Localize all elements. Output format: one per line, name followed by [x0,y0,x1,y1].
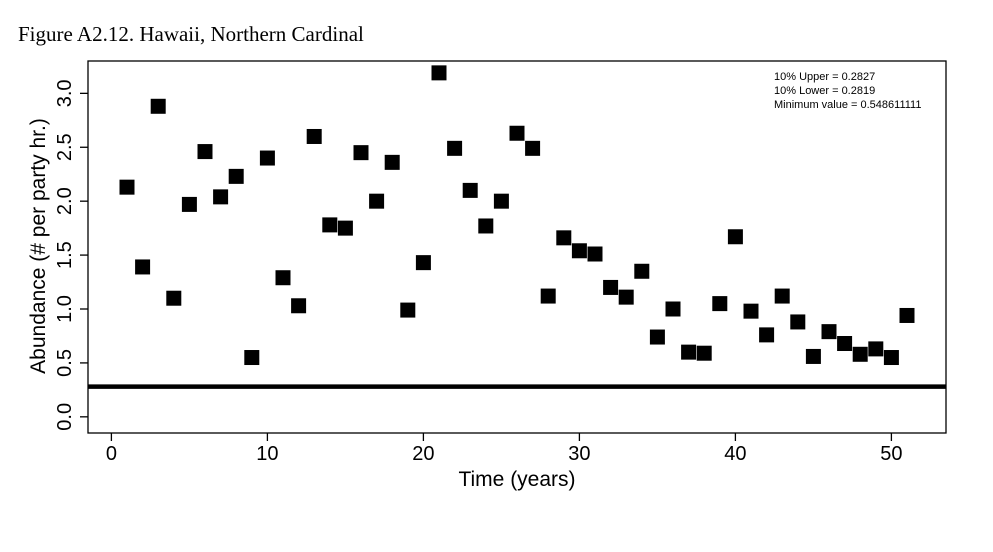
x-axis-label: Time (years) [458,468,575,491]
data-point [415,255,431,271]
data-point [759,327,775,343]
data-point [696,345,712,361]
data-point [213,189,229,205]
data-point [166,290,182,306]
data-point [244,350,260,366]
data-point [821,324,837,340]
data-point [712,296,728,312]
y-tick-label: 1.0 [54,295,76,323]
data-point [400,302,416,318]
y-tick-label: 0.0 [54,403,76,431]
data-point [493,193,509,209]
data-point [478,218,494,234]
legend-entry: 10% Lower = 0.2819 [774,85,875,97]
data-point [275,270,291,286]
data-point [228,168,244,184]
data-point [727,229,743,245]
data-point [540,288,556,304]
data-point [790,314,806,330]
data-point [119,179,135,195]
legend: 10% Upper = 0.2827 10% Lower = 0.2819 Mini… [774,71,921,111]
data-point [774,288,790,304]
data-point [618,289,634,305]
data-point [150,98,166,114]
data-point [634,263,650,279]
data-point [462,182,478,198]
data-point [431,65,447,81]
data-point [805,348,821,364]
y-tick-label: 3.0 [54,79,76,107]
data-point [525,140,541,156]
data-point [322,217,338,233]
y-tick-label: 1.5 [54,241,76,269]
data-point [291,298,307,314]
data-point [337,220,353,236]
x-tick-label: 50 [880,443,902,465]
x-tick-label: 40 [724,443,746,465]
plot-frame [87,60,947,434]
data-point [681,344,697,360]
data-point [852,346,868,362]
data-point [306,128,322,144]
y-axis-label: Abundance (# per party hr.) [27,118,50,374]
data-point [899,307,915,323]
y-tick-label: 0.5 [54,349,76,377]
data-point [135,259,151,275]
data-point [447,140,463,156]
data-point [571,243,587,259]
x-axis: 0 10 20 30 40 50 [106,433,903,465]
data-point [181,196,197,212]
data-point [369,193,385,209]
data-point [868,341,884,357]
x-tick-label: 0 [106,443,117,465]
data-point [587,246,603,262]
data-point [649,329,665,345]
x-tick-label: 10 [256,443,278,465]
y-tick-label: 2.0 [54,187,76,215]
x-tick-label: 20 [412,443,434,465]
data-point [353,145,369,161]
data-point [665,301,681,317]
data-point [509,125,525,141]
legend-entry: 10% Upper = 0.2827 [774,71,875,83]
data-point [883,350,899,366]
data-point [197,144,213,160]
x-tick-label: 30 [568,443,590,465]
legend-entry: Minimum value = 0.548611111 [774,99,921,111]
data-point [837,336,853,352]
y-axis: 0.0 0.5 1.0 1.5 2.0 2.5 3.0 [54,79,88,431]
y-tick-label: 2.5 [54,133,76,161]
data-point [743,303,759,319]
data-point [556,230,572,246]
data-point [259,150,275,166]
data-point [384,154,400,170]
data-point [603,279,619,295]
points-layer [119,65,915,366]
figure-title: Figure A2.12. Hawaii, Northern Cardinal [18,22,364,46]
